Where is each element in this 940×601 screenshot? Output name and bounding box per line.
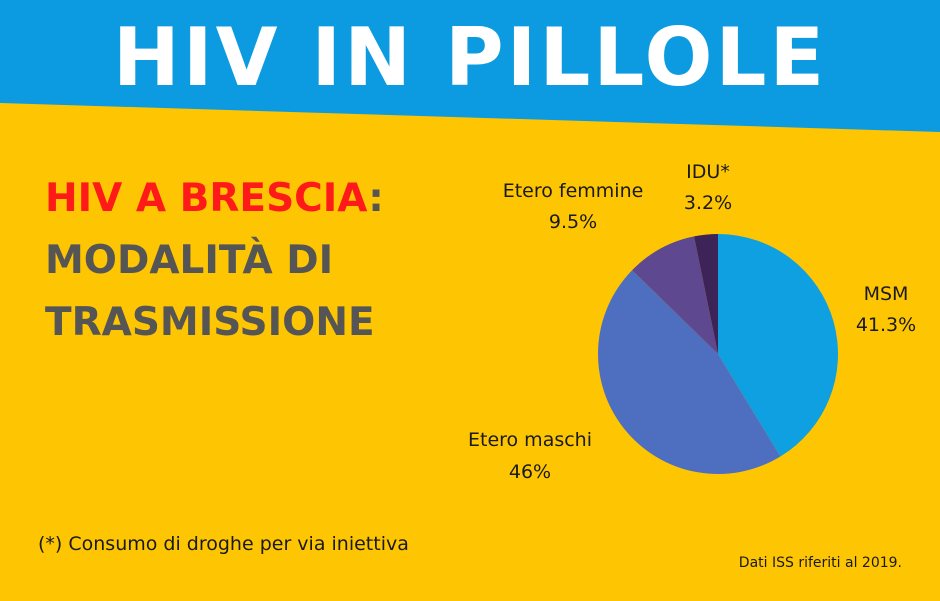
pie-slice-idu: [694, 234, 718, 354]
slice-value-msm: 41.3%: [856, 314, 916, 336]
subtitle-line-2: MODALITÀ DI: [45, 238, 334, 283]
slice-value-etero-maschi: 46%: [509, 461, 551, 483]
pie-chart-svg: MSM 41.3% Etero maschi 46% Etero femmine…: [468, 161, 916, 483]
pie-slice-etero-maschi: [597, 270, 781, 475]
slice-value-idu: 3.2%: [684, 192, 732, 214]
source-note: Dati ISS riferiti al 2019.: [738, 555, 902, 571]
subtitle-line-3: TRASMISSIONE: [45, 300, 375, 345]
subtitle: HIV A BRESCIA: MODALITÀ DI TRASMISSIONE: [45, 168, 384, 354]
slice-label-msm: MSM: [864, 283, 909, 305]
subtitle-highlight: HIV A BRESCIA: [45, 176, 369, 221]
pie-chart: MSM 41.3% Etero maschi 46% Etero femmine…: [440, 140, 940, 494]
slice-value-etero-femmine: 9.5%: [549, 211, 597, 233]
page-title: HIV IN PILLOLE: [112, 11, 828, 104]
header-banner: HIV IN PILLOLE: [0, 0, 940, 140]
slice-label-idu: IDU*: [686, 161, 730, 183]
subtitle-colon: :: [368, 176, 384, 221]
subtitle-line-1: HIV A BRESCIA:: [45, 168, 384, 230]
banner-shape: [0, 0, 940, 132]
pie-slice-etero-femmine: [632, 236, 718, 354]
slice-label-etero-femmine: Etero femmine: [503, 180, 644, 202]
slice-label-etero-maschi: Etero maschi: [468, 429, 592, 451]
footnote: (*) Consumo di droghe per via iniettiva: [38, 533, 409, 555]
pie-slice-msm: [718, 234, 839, 457]
